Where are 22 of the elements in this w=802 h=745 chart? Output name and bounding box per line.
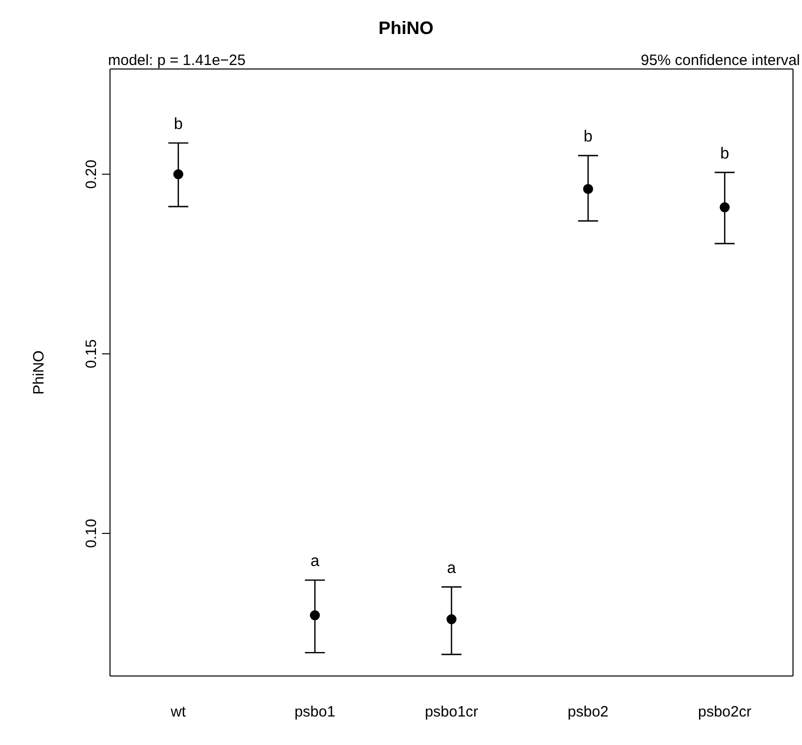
y-tick-label: 0.20 [83,160,100,189]
chart-title: PhiNO [377,18,434,39]
x-tick-label: wt [170,704,187,721]
annotation: b [584,128,593,146]
point [310,610,320,620]
point [446,614,456,624]
x-tick-label: psbo2 [568,704,609,721]
point [720,202,730,212]
y-axis-title: PhiNO [30,350,48,395]
x-tick-label: psbo2cr [698,704,752,721]
x-tick-label: psbo1 [294,704,336,721]
annotation: b [720,145,730,162]
y-tick-label: 0.10 [83,518,100,548]
annotation: model: p = 1.41e−25 [108,52,246,69]
point [173,169,184,180]
annotation: 95% confidence interval [640,52,800,69]
x-tick-label: psbo1cr [424,704,478,721]
y-tick-label: 0.15 [83,339,100,368]
annotation: b [174,116,183,133]
annotation: a [447,560,456,577]
point [583,184,594,194]
annotation: a [310,553,320,570]
